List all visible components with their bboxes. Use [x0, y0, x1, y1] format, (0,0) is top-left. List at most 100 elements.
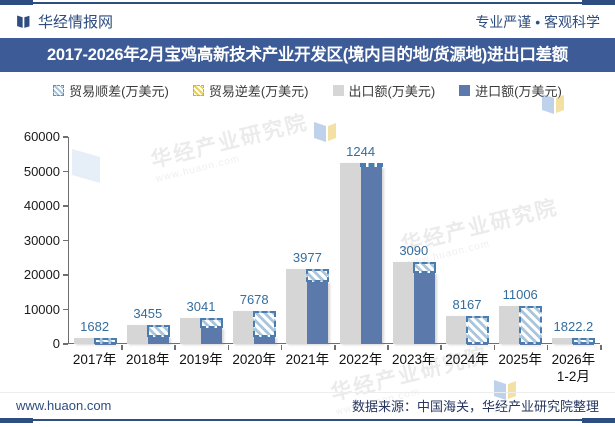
x-axis-category-label: 2024年: [445, 352, 489, 367]
huajing-logo-icon: [17, 15, 30, 28]
export-bar: [339, 163, 361, 344]
import-bar: [147, 336, 169, 344]
bottom-rule-block-right: [582, 418, 615, 423]
x-axis-tickmark: [334, 345, 336, 350]
surplus-bar: [306, 268, 330, 283]
surplus-value-label: 1244: [346, 144, 376, 160]
y-axis-tick-label: 30000: [23, 232, 60, 248]
import-bar: [413, 272, 435, 344]
legend-item-import: 进口额(万美元): [459, 81, 562, 100]
export-bar: [180, 317, 201, 344]
y-axis-tickmark: [63, 308, 68, 310]
surplus-value-label: 3090: [399, 243, 429, 259]
y-axis-tickmark: [63, 239, 68, 241]
x-axis-tickmark: [493, 345, 496, 350]
chart-legend: 贸易顺差(万美元) 贸易逆差(万美元) 出口额(万美元) 进口额(万美元): [0, 79, 615, 101]
x-axis-category-label: 2017年: [72, 352, 117, 367]
surplus-bar: [412, 262, 436, 273]
y-axis-tickmark: [63, 274, 68, 276]
surplus-bar: [253, 310, 277, 338]
top-rule-block-left: [0, 0, 33, 5]
x-axis-tickmark: [600, 345, 602, 350]
surplus-value-label: 7678: [239, 291, 269, 307]
x-axis-tickmark: [227, 345, 230, 350]
legend-item-export: 出口额(万美元): [332, 81, 436, 100]
y-axis-tickmark: [63, 136, 68, 138]
bar-chart: 0 10000 20000 30000 40000 50000 60000 1682 2017年…: [0, 108, 615, 384]
page-title: 2017-2026年2月宝鸡高新技术产业开发区(境内目的地/货源地)进出口差额: [0, 38, 615, 72]
footer: www.huaon.com 数据来源：中国海关，华经产业研究院整理: [0, 392, 615, 418]
export-bar: [126, 324, 148, 344]
legend-label: 贸易顺差(万美元): [69, 83, 169, 99]
x-axis-tickmark: [387, 345, 389, 350]
brand-name: 华经情报网: [38, 14, 114, 31]
surplus-value-label: 8167: [452, 296, 482, 312]
bottom-rule-line: [0, 419, 615, 421]
y-axis-tick-label: 40000: [23, 198, 60, 213]
surplus-bar: [572, 337, 596, 344]
y-axis-tickmark: [63, 343, 68, 345]
x-axis-category-label: 2022年: [338, 352, 383, 367]
x-axis-category-label: 2025年: [498, 352, 542, 367]
footer-data-source: 数据来源：中国海关，华经产业研究院整理: [351, 399, 599, 414]
x-axis-tickmark: [280, 345, 283, 350]
export-bar: [286, 268, 308, 344]
surplus-value-label: 11006: [502, 286, 538, 302]
surplus-value-label: 1822.2: [553, 318, 594, 334]
surplus-value-label: 1682: [80, 318, 110, 334]
x-axis-category-label: 2021年: [285, 352, 330, 367]
x-axis-category-label: 2026年 1-2月: [551, 352, 596, 384]
y-axis-tick-label: 0: [52, 336, 60, 351]
surplus-bar: [519, 305, 543, 344]
surplus-value-label: 3455: [133, 305, 163, 321]
export-bar: [552, 337, 574, 344]
x-axis-tickmark: [440, 345, 442, 350]
x-axis-category-label: 2020年: [232, 352, 276, 367]
legend-label: 进口额(万美元): [475, 83, 562, 99]
surplus-bar: [466, 315, 489, 344]
x-axis-category-label: 2023年: [392, 352, 436, 367]
deficit-legend-swatch-icon: [192, 84, 204, 96]
x-axis-category-label: 2019年: [179, 352, 223, 367]
legend-item-deficit: 贸易逆差(万美元): [192, 81, 309, 100]
y-axis-tickmark: [63, 170, 68, 172]
y-axis-tick-label: 20000: [23, 267, 60, 282]
surplus-legend-swatch-icon: [53, 84, 65, 96]
surplus-bar: [146, 324, 170, 337]
top-rule-block-right: [582, 0, 615, 5]
surplus-bar: [93, 337, 117, 344]
surplus-bar: [200, 317, 223, 329]
footer-site-url: www.huaon.com: [16, 398, 112, 413]
top-rule-line: [0, 2, 615, 4]
y-axis-tick-label: 10000: [23, 301, 60, 317]
import-bar: [201, 328, 222, 344]
brand: 华经情报网: [15, 11, 113, 32]
legend-label: 贸易逆差(万美元): [208, 83, 309, 99]
export-bar: [392, 262, 414, 344]
x-axis-category-label: 2018年: [126, 352, 170, 367]
export-legend-swatch-icon: [332, 84, 344, 96]
export-bar: [233, 310, 255, 344]
x-axis-tickmark: [174, 345, 176, 350]
export-bar: [73, 337, 95, 344]
surplus-value-label: 3041: [186, 298, 216, 314]
y-axis-tickmark: [63, 205, 68, 207]
import-legend-swatch-icon: [459, 84, 471, 96]
legend-label: 出口额(万美元): [348, 83, 436, 99]
surplus-bar: [359, 163, 383, 168]
import-bar: [307, 282, 329, 344]
export-bar: [499, 305, 521, 344]
import-bar: [360, 167, 382, 344]
bottom-rule-block-left: [0, 418, 33, 423]
header: 华经情报网 专业严谨 • 客观科学: [0, 5, 615, 38]
surplus-value-label: 3977: [292, 249, 322, 265]
header-tagline: 专业严谨 • 客观科学: [475, 13, 600, 30]
export-bar: [446, 315, 467, 344]
x-axis-tickmark: [121, 345, 123, 350]
import-bar: [254, 337, 276, 344]
plot-area: [68, 137, 600, 344]
y-axis-tick-label: 60000: [23, 129, 60, 144]
x-axis-tickmark: [546, 345, 549, 350]
legend-item-surplus: 贸易顺差(万美元): [53, 81, 169, 100]
